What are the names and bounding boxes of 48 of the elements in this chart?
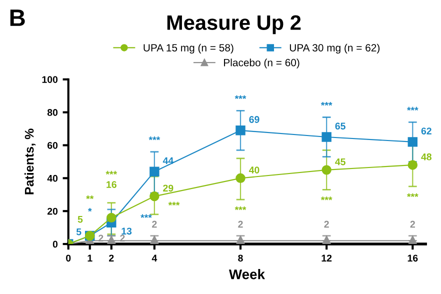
x-tick-label: 12 (322, 254, 332, 262)
data-label: 2 (324, 220, 329, 228)
y-tick-label: 100 (42, 76, 58, 83)
data-label: 65 (335, 122, 346, 130)
y-tick-label: 60 (47, 142, 58, 149)
data-label: 13 (122, 228, 132, 235)
x-tick-label: 0 (66, 254, 71, 262)
legend-label: UPA 30 mg (n = 62) (290, 44, 380, 54)
data-label: 48 (421, 153, 432, 160)
x-tick-label: 8 (238, 254, 243, 262)
data-label: 69 (249, 116, 260, 123)
annotation: *** (234, 206, 246, 210)
legend-label: UPA 15 mg (n = 58) (144, 44, 234, 54)
annotation: *** (234, 95, 246, 99)
annotation: *** (320, 196, 332, 200)
annotation: *** (320, 102, 332, 106)
annotation: *** (168, 202, 180, 206)
text: B (10, 10, 25, 26)
data-label: 62 (421, 128, 432, 134)
data-label: 2 (152, 220, 157, 228)
annotation: *** (407, 193, 418, 197)
annotation: *** (140, 214, 152, 218)
x-tick-label: 16 (408, 254, 418, 262)
data-label: 5 (76, 228, 82, 236)
y-tick-label: 80 (47, 109, 58, 116)
chart-title: Measure Up 2 (167, 15, 301, 34)
y-tick-label: 40 (47, 174, 58, 182)
data-label: 45 (335, 158, 346, 166)
x-tick-label: 1 (88, 254, 92, 262)
annotation: *** (407, 106, 418, 111)
data-label: 5 (78, 216, 83, 223)
x-tick-label: 2 (109, 254, 114, 262)
data-label: 16 (106, 181, 116, 188)
data-label: 2 (238, 220, 243, 228)
annotation: * (88, 208, 92, 212)
annotation: *** (106, 170, 118, 175)
data-label: 29 (163, 184, 174, 192)
y-axis-title: Patients, % (24, 128, 36, 194)
data-label: 44 (162, 157, 174, 164)
y-tick-label: 20 (47, 208, 58, 215)
annotation: *** (148, 136, 160, 140)
x-axis-title: Week (228, 269, 265, 280)
data-label: 2 (410, 220, 415, 228)
y-tick-label: 0 (52, 240, 58, 248)
legend-label: Placebo (n = 60) (224, 58, 300, 68)
annotation: ** (86, 196, 94, 200)
data-label: 40 (248, 166, 260, 174)
x-tick-label: 4 (152, 254, 158, 262)
